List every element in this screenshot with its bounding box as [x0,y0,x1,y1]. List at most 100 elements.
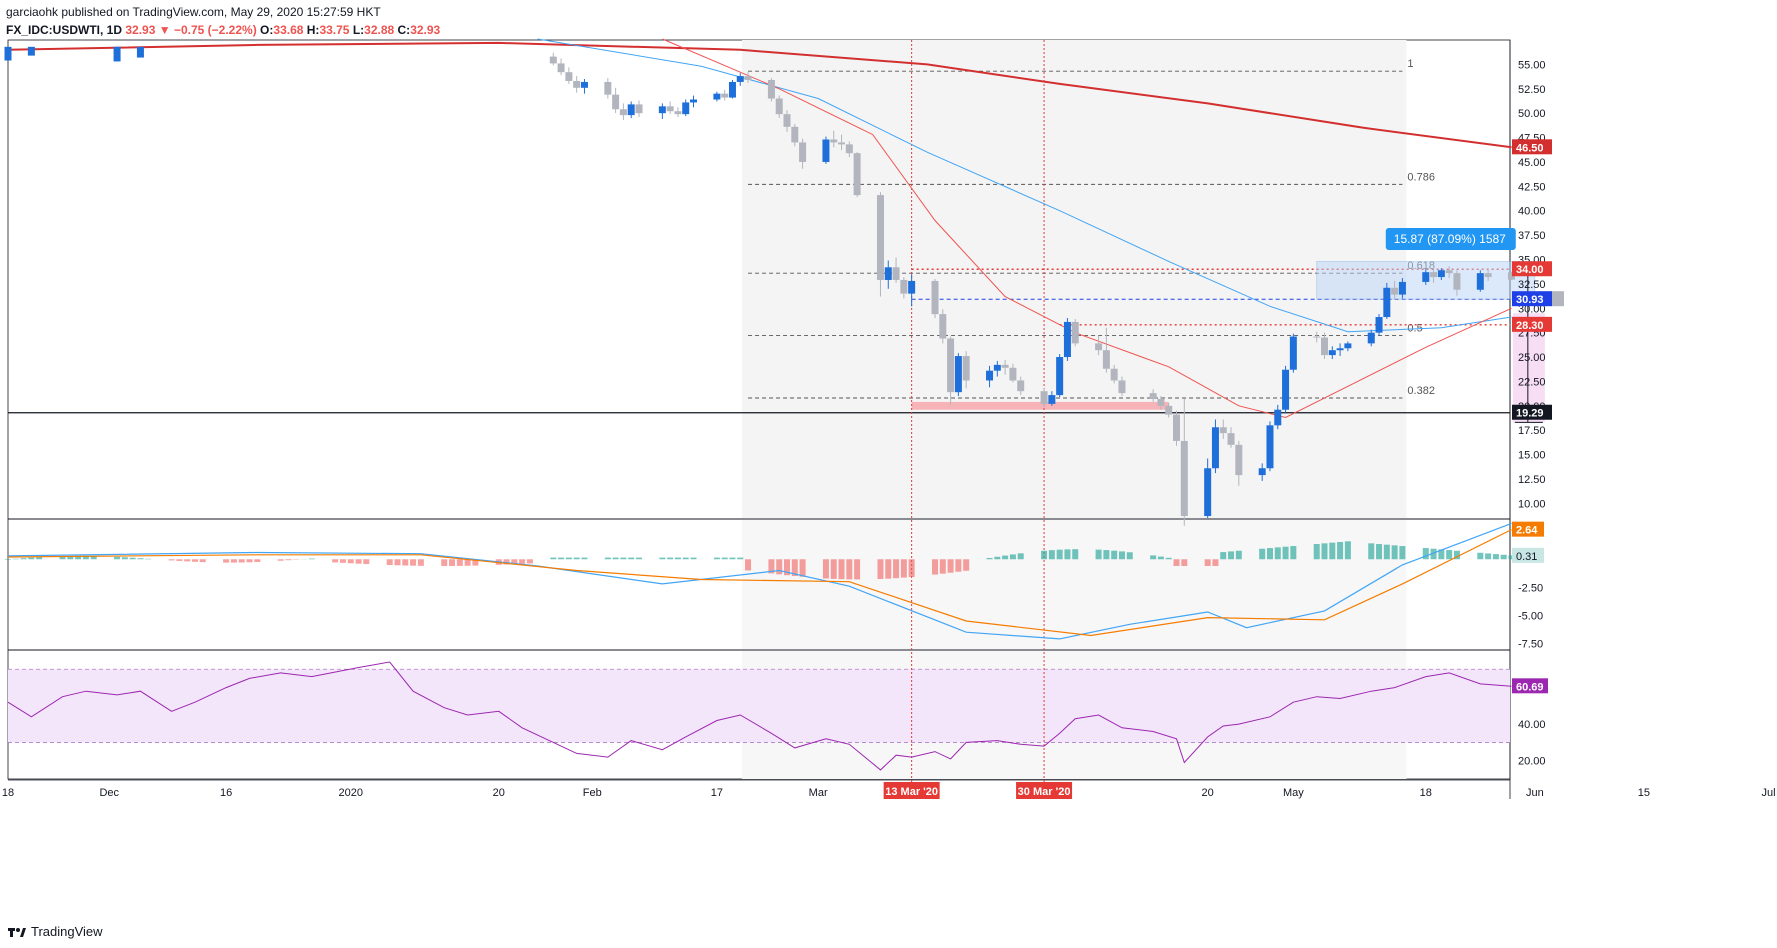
low-label: L: [352,23,365,37]
macd-histogram-bar [1259,548,1266,560]
macd-histogram-bar [1212,559,1219,566]
candle [1258,468,1266,476]
symbol-line: FX_IDC:USDWTI, 1D 32.93 ▼ −0.75 (−2.22%)… [6,21,440,39]
chart-header: garciaohk published on TradingView.com, … [6,3,440,39]
macd-tag-label: 0.31 [1516,551,1537,563]
macd-histogram-bar [59,556,66,560]
candle [1173,414,1180,441]
candle [1157,398,1165,406]
macd-line [7,522,1512,640]
price-tick-label: 25.00 [1518,352,1546,364]
macd-histogram-bar [199,559,206,563]
macd-histogram-bar [1111,550,1118,560]
macd-histogram-bar [1376,544,1383,560]
price-change: −0.75 (−2.22%) [173,23,257,37]
candle [113,46,121,62]
macd-histogram-bar [339,559,346,563]
price-tag [1512,139,1552,155]
macd-histogram-bar [1485,553,1492,560]
macd-histogram-bar [830,559,837,579]
candle [1040,391,1048,404]
price-tick-label: 17.50 [1518,425,1546,437]
candle [565,72,573,81]
price-tick-label: 15.00 [1518,450,1546,462]
time-tick-label: 15 [1638,787,1650,799]
macd-histogram-bar [308,558,315,560]
macd-histogram-bar [176,559,183,561]
last-price: 32.93 [125,23,156,37]
macd-histogram-bar [1235,550,1242,560]
candle [884,267,892,280]
candle [1110,368,1118,381]
macd-histogram-bar [1321,543,1328,560]
down-arrow-icon: ▼ [158,23,171,37]
fib-label: 1 [1407,58,1413,70]
macd-histogram-bar [846,559,853,580]
candle [1118,380,1126,394]
candle [1235,444,1243,476]
candle [1383,287,1391,318]
macd-histogram-bar [1337,541,1344,560]
measure-tooltip-label: 15.87 (87.09%) 1587 [1394,232,1506,246]
ma-long-line [7,41,1512,149]
macd-histogram-bar [526,559,533,564]
macd-histogram-bar [1438,549,1445,560]
candle [1149,393,1157,399]
candle [1344,343,1352,349]
candle [799,142,807,162]
macd-histogram-bar [1204,559,1211,566]
candle [993,364,1001,371]
macd-histogram-bar [1391,545,1398,560]
macd-histogram-bar [363,559,370,565]
price-tick-label: 32.50 [1518,279,1546,291]
rsi-tick-label: 20.00 [1518,756,1546,768]
high-value: 33.75 [319,23,350,37]
macd-histogram-bar [12,558,19,560]
price-tick-label: 30.00 [1518,303,1546,315]
publisher-line: garciaohk published on TradingView.com, … [6,5,381,19]
macd-histogram-bar [900,559,907,578]
macd-histogram-bar [137,558,144,560]
macd-histogram-bar [441,559,448,566]
macd-histogram-bar [1064,549,1071,560]
tradingview-logo-icon [8,927,26,937]
macd-histogram-bar [223,559,230,563]
macd-histogram-bar [737,557,744,560]
candle [838,142,846,145]
candle [690,99,698,103]
candle [954,356,962,393]
candle [767,79,775,99]
price-tag-label: 46.50 [1516,142,1544,154]
low-value: 32.88 [364,23,395,37]
macd-histogram-bar [1477,552,1484,560]
macd-histogram-bar [355,559,362,564]
macd-histogram-bar [1500,554,1507,560]
candle [908,280,916,294]
price-tick-label: 55.00 [1518,59,1546,71]
price-tag-label: 19.29 [1516,408,1544,420]
macd-histogram-bar [1329,542,1336,560]
candle [1282,369,1290,410]
price-tag-label: 30.93 [1516,294,1544,306]
macd-histogram-bar [1220,552,1227,560]
fib-label: 0.786 [1407,171,1435,183]
macd-histogram-bar [503,559,510,565]
macd-histogram-bar [449,559,456,566]
high-label: H: [306,23,320,37]
macd-histogram-bar [114,556,121,560]
time-tick-label: 18 [2,787,14,799]
macd-histogram-bar [674,557,681,560]
macd-histogram-bar [82,555,89,560]
macd-histogram-bar [184,559,191,562]
time-tick-label: 18 [1420,787,1432,799]
macd-histogram-bar [635,557,642,560]
candle [1328,350,1336,356]
candle [1321,337,1329,356]
candle [791,126,799,143]
candle [713,93,721,100]
macd-histogram-bar [1422,548,1429,560]
candle [822,139,830,162]
macd-histogram-bar [620,557,627,560]
candle [721,93,729,98]
